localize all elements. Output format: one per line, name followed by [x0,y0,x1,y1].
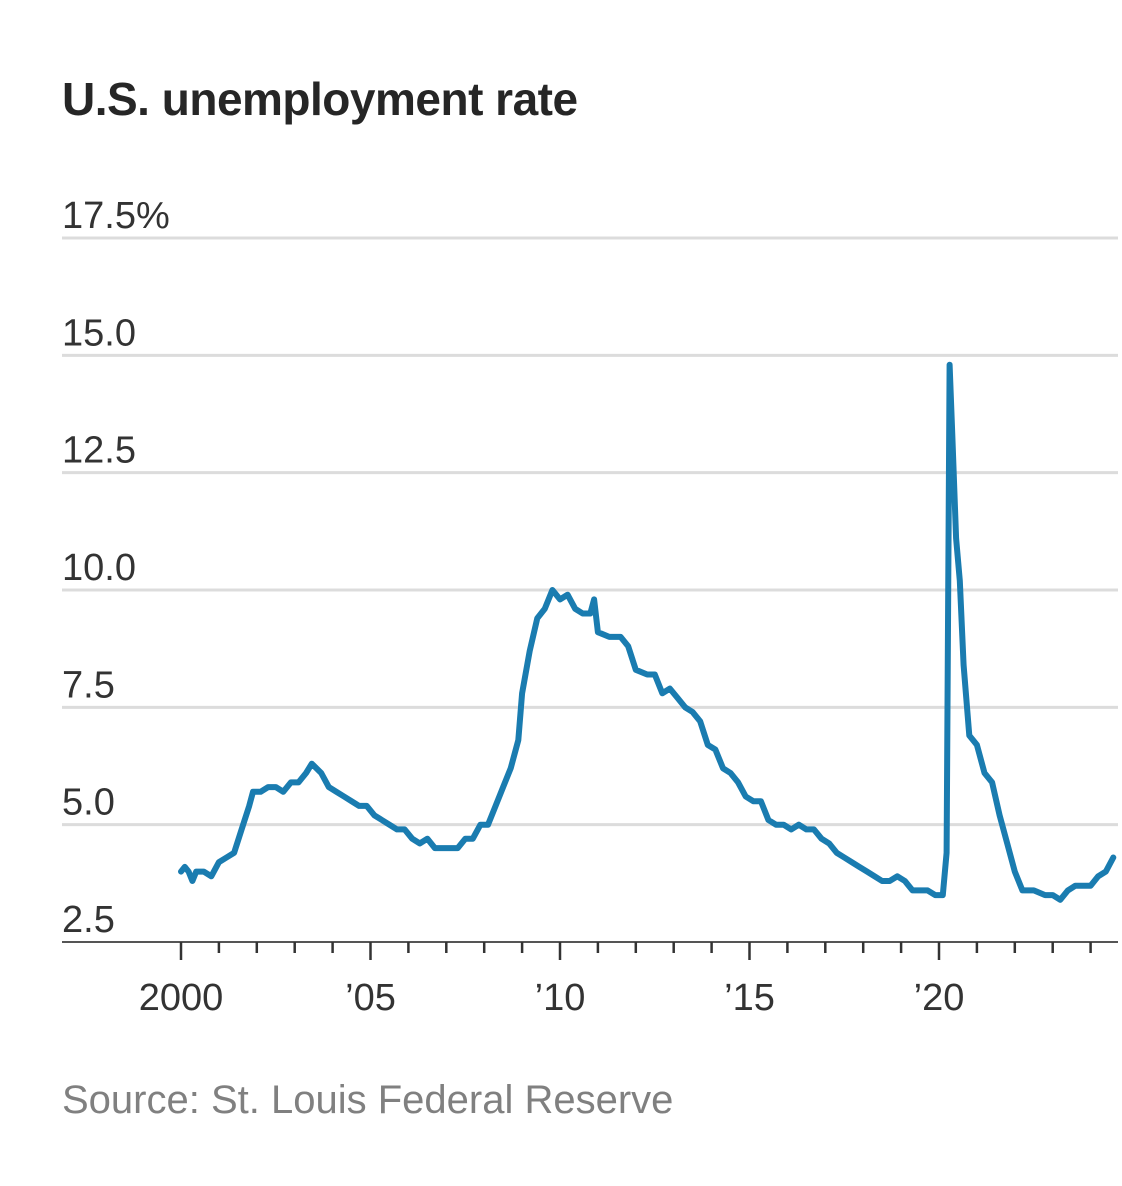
x-tick-label: ’10 [535,977,586,1019]
chart-title: U.S. unemployment rate [62,73,578,125]
x-tick-label: ’05 [345,977,396,1019]
series-layer [178,361,1117,903]
line-chart: 17.5% 15.0 12.5 10.0 7.5 5.0 2.5 2000 ’05 ’10 ’15… [62,195,1118,1019]
y-tick-label: 10.0 [62,547,136,589]
series-line-unemployment-rate [178,361,1117,903]
y-tick-label: 7.5 [62,664,115,706]
y-tick-label: 17.5% [62,195,170,237]
y-tick-label: 12.5 [62,430,136,472]
x-tick-label: ’20 [914,977,965,1019]
y-tick-label: 2.5 [62,899,115,941]
y-tick-label: 5.0 [62,782,115,824]
source-note: Source: St. Louis Federal Reserve [62,1078,674,1122]
y-axis-labels: 17.5% 15.0 12.5 10.0 7.5 5.0 2.5 [62,195,170,941]
x-tick-label: 2000 [139,977,224,1019]
gridlines [62,236,1118,943]
y-tick-label: 15.0 [62,312,136,354]
x-axis: 2000 ’05 ’10 ’15 ’20 [139,942,1092,1019]
x-tick-label: ’15 [724,977,775,1019]
